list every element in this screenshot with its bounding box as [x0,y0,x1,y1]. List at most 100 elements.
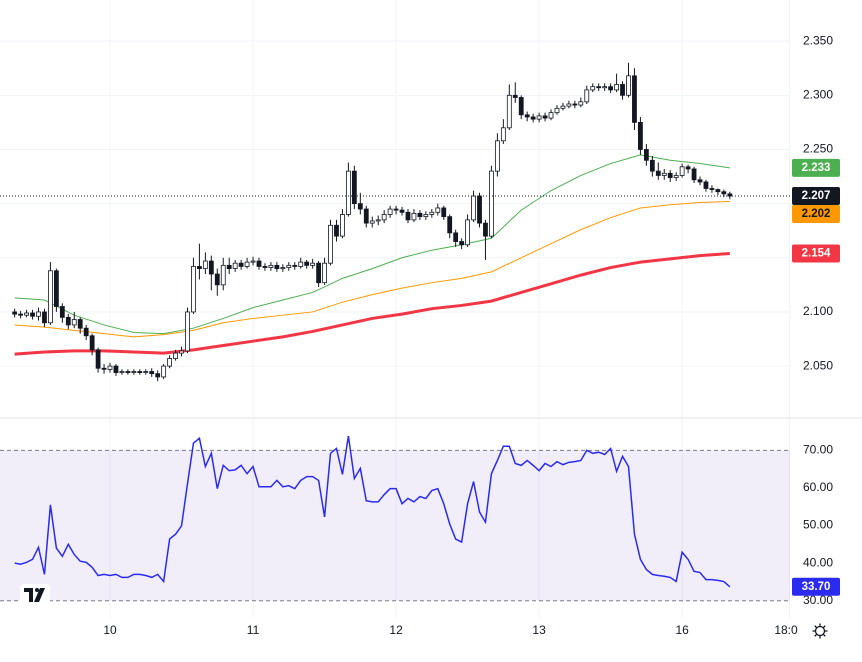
price-tag: 2.154 [802,247,831,259]
candle-body [572,103,578,106]
candle-body [298,261,304,267]
x-tick-label: 16 [675,623,689,637]
candle-body [274,264,280,270]
candle-body [36,311,41,317]
candle-body [340,214,345,237]
rsi-tag-bg [792,577,840,596]
x-tick-label: 10 [103,623,117,637]
candle-body [632,75,637,123]
y-tick-label: 2.050 [803,358,833,372]
candle-body [459,241,465,246]
candle-body [256,260,262,267]
candle-body [65,316,71,326]
rsi-tick-label: 70.00 [803,443,833,457]
candle-body [185,311,190,352]
candle-body [471,195,476,221]
candle-body [584,89,590,103]
candle-body [655,170,661,176]
candle-body [149,371,155,375]
candle-body [208,260,214,275]
rsi-tick-label: 50.00 [803,518,833,532]
candle-body [179,350,184,354]
candle-body [489,170,494,237]
candle-body [42,311,47,324]
candle-body [77,319,83,329]
candle-body [405,211,411,221]
candle-body [202,260,208,270]
candle-body [292,264,298,267]
y-tick-label: 2.350 [803,33,833,47]
candle-body [375,219,381,222]
candle-body [250,260,256,263]
candle-body [83,327,89,337]
candle-body [238,262,244,267]
ma-line [14,251,730,356]
candle-body [691,168,697,181]
rsi-tick-label: 40.00 [803,555,833,569]
candle-body [393,208,399,211]
candle-body [447,216,453,234]
price-tag-bg [792,187,840,206]
candle-body [59,306,65,318]
candle-body [316,262,321,284]
candle-body [232,262,238,270]
candle-body [286,264,292,268]
candle-body [214,273,220,286]
candle-body [381,214,387,221]
candle-body [524,114,530,118]
x-tick-label: 13 [532,623,546,637]
logo [20,584,50,606]
candle-body [334,224,339,237]
candle-body [560,105,566,109]
candle-body [167,358,173,367]
logo-bg [20,584,50,606]
candle-body [24,312,29,316]
candle-body [536,115,542,120]
candle-body [12,311,18,315]
candle-body [143,371,149,373]
x-tick-label: 11 [247,623,260,637]
candle-body [614,84,619,91]
candle-body [649,159,655,172]
candle-body [477,195,482,224]
candle-body [399,209,405,213]
candle-body [417,212,423,218]
candle-body [673,175,679,179]
candle-body [280,267,286,270]
candle-body [429,211,435,215]
candle-body [453,232,459,242]
settings-icon[interactable] [812,623,828,639]
y-tick-label: 2.250 [803,142,833,156]
price-tag-bg [792,205,840,224]
candle-body [310,262,316,266]
candle-body [244,261,250,267]
candle-body [626,75,631,96]
candle-body [435,207,441,213]
candle-body [95,349,101,369]
candle-body [161,365,167,378]
y-tick-label: 2.300 [803,87,833,101]
candle-body [506,94,512,129]
candle-body [53,270,59,307]
price-tag-bg [792,244,840,263]
candle-body [602,86,608,89]
candle-body [661,172,667,176]
candle-body [89,335,95,351]
candle-body [715,189,721,193]
candle-body [119,371,125,373]
candle-body [530,116,536,120]
candle-body [548,112,554,119]
candle-body [262,266,268,268]
rsi-tick-label: 30.00 [803,593,833,607]
candle-body [590,86,596,91]
candle-body [226,264,232,270]
rsi-tick-label: 60.00 [803,480,833,494]
candle-body [512,94,518,98]
candle-body [518,97,524,116]
candle-body [578,101,584,106]
candle-body [18,313,24,316]
candle-body [107,365,113,370]
price-tag: 2.207 [802,190,831,202]
